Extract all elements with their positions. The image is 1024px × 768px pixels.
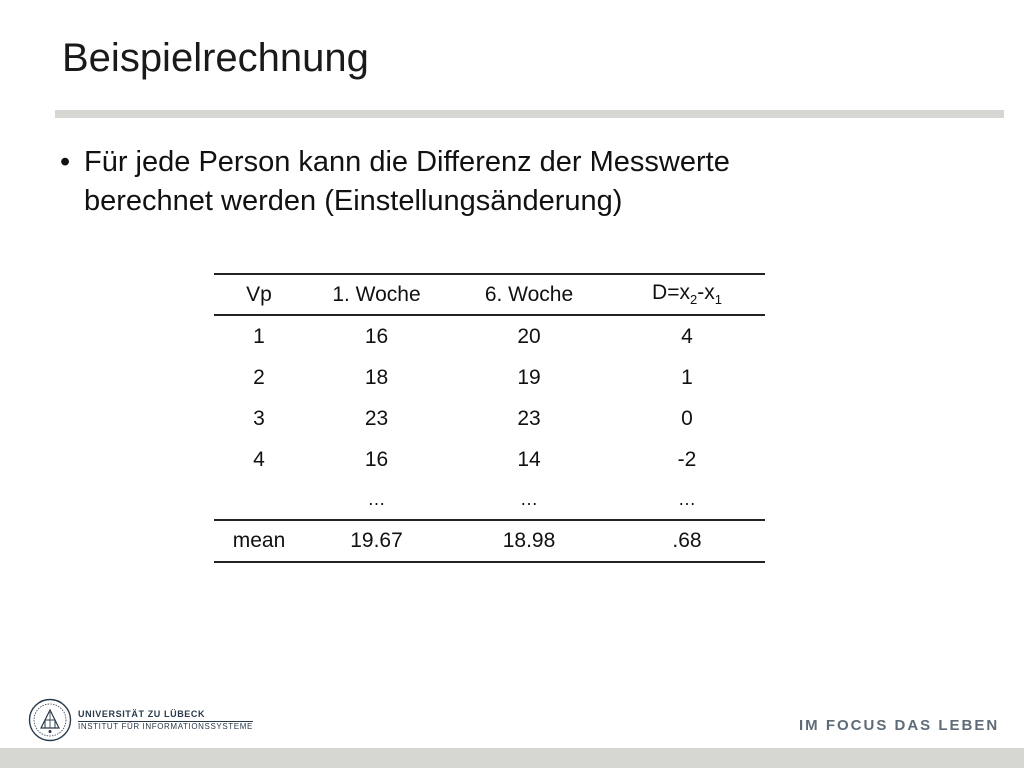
- cell-week6: 20: [517, 324, 541, 348]
- header-diff-mid: -x: [697, 281, 715, 305]
- mean-label: mean: [214, 520, 304, 563]
- cell-diff: 0: [681, 406, 693, 430]
- cell-week6: …: [449, 480, 609, 521]
- cell-week6: 23: [517, 406, 541, 430]
- bullet-text: Für jede Person kann die Differenz der M…: [84, 143, 730, 221]
- institute-name: INSTITUT FÜR INFORMATIONSSYSTEME: [78, 720, 253, 731]
- table-row: 4 16 14 -2: [214, 439, 765, 480]
- bottom-bar: [0, 748, 1024, 768]
- data-table: Vp 1. Woche 6. Woche D=x2-x1 1 16 20 4 2…: [214, 273, 765, 563]
- cell-week1: 18: [364, 365, 389, 389]
- mean-week6: 18.98: [449, 520, 609, 563]
- header-week1: 1. Woche: [304, 273, 449, 316]
- table-row: 1 16 20 4: [214, 315, 765, 357]
- cell-week1: 23: [364, 406, 389, 430]
- mean-week1: 19.67: [304, 520, 449, 563]
- university-logo: UNIVERSITÄT ZU LÜBECK INSTITUT FÜR INFOR…: [28, 698, 253, 742]
- slogan: IM FOCUS DAS LEBEN: [799, 717, 1000, 734]
- bullet-line-2: berechnet werden (Einstellungsänderung): [84, 185, 623, 217]
- header-diff-prefix: D=x: [652, 281, 690, 305]
- header-vp: Vp: [214, 273, 304, 316]
- ellipsis-row: … … …: [214, 480, 765, 521]
- cell-vp: 2: [253, 365, 265, 389]
- cell-diff: -2: [677, 447, 697, 471]
- bullet-line-1: Für jede Person kann die Differenz der M…: [84, 146, 730, 178]
- header-difference: D=x2-x1: [609, 273, 765, 316]
- cell-week1: 16: [364, 324, 389, 348]
- cell-week1: 16: [364, 447, 389, 471]
- cell-vp: 4: [253, 447, 265, 471]
- title-divider: [55, 110, 1004, 118]
- cell-diff: …: [609, 480, 765, 521]
- bullet-dot: •: [60, 146, 71, 178]
- university-text: UNIVERSITÄT ZU LÜBECK INSTITUT FÜR INFOR…: [78, 708, 253, 731]
- university-name: UNIVERSITÄT ZU LÜBECK: [78, 708, 206, 719]
- cell-vp: [214, 480, 304, 521]
- cell-week6: 14: [517, 447, 541, 471]
- mean-diff: .68: [609, 520, 765, 563]
- cell-week6: 19: [517, 365, 541, 389]
- table-row: 2 18 19 1: [214, 357, 765, 398]
- cell-diff: 1: [681, 365, 693, 389]
- table-row: 3 23 23 0: [214, 398, 765, 439]
- university-seal-icon: [28, 698, 72, 742]
- mean-row: mean 19.67 18.98 .68: [214, 520, 765, 563]
- slide-title: Beispielrechnung: [62, 36, 369, 80]
- bullet-point: • Für jede Person kann die Differenz der…: [60, 143, 960, 221]
- header-week6: 6. Woche: [449, 273, 609, 316]
- header-diff-sub2: 2: [689, 292, 698, 308]
- header-diff-sub1: 1: [714, 292, 722, 308]
- cell-week1: …: [304, 480, 449, 521]
- cell-diff: 4: [681, 324, 693, 348]
- cell-vp: 1: [253, 324, 265, 348]
- cell-vp: 3: [253, 406, 265, 430]
- table-header-row: Vp 1. Woche 6. Woche D=x2-x1: [214, 273, 765, 316]
